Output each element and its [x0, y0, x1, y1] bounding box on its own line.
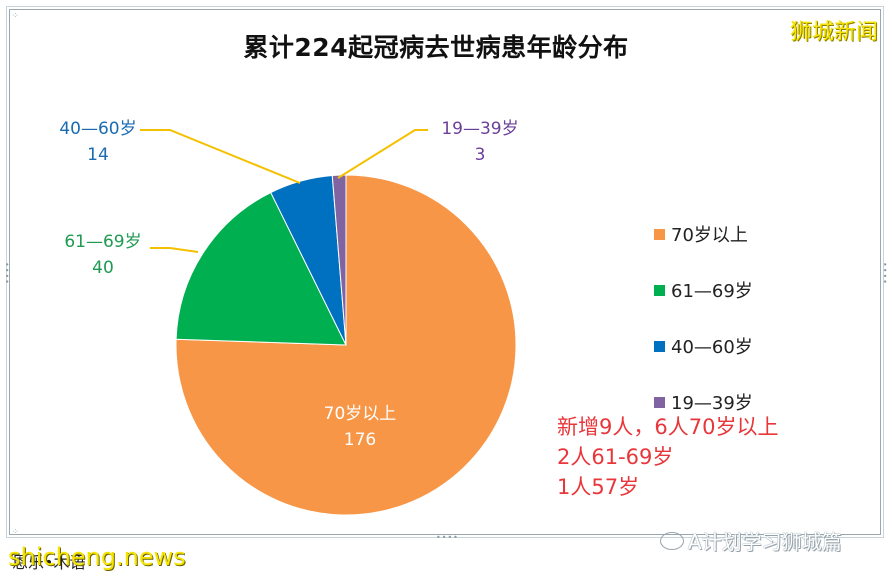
data-label-name: 61—69岁: [64, 232, 142, 252]
legend-label: 40—60岁: [671, 337, 753, 358]
leader-line-40-60: [140, 129, 301, 184]
chart-title: 累计224起冠病去世病患年龄分布: [243, 33, 629, 62]
data-label-19-39: 19—39岁 3: [430, 116, 530, 168]
data-label-value: 176: [343, 430, 377, 450]
note-line: 新增9人，6人70岁以上: [557, 415, 779, 439]
note-line: 2人61-69岁: [557, 445, 674, 469]
legend-label: 19—39岁: [671, 393, 753, 414]
pie-slice-61-69[interactable]: [175, 191, 347, 346]
data-label-70-plus: 70岁以上 176: [305, 401, 415, 453]
brand-watermark: 狮城新闻: [789, 20, 878, 45]
site-watermark: shicheng.news: [8, 543, 186, 571]
data-label-name: 19—39岁: [441, 119, 519, 139]
data-label-name: 70岁以上: [323, 404, 397, 424]
resize-handle-right[interactable]: ••••: [880, 262, 889, 285]
legend-item-61-69[interactable]: 61—69岁: [654, 262, 753, 318]
note-line: 1人57岁: [557, 475, 640, 499]
data-label-value: 40: [92, 258, 114, 278]
resize-handle-bottom-left[interactable]: ⁘: [12, 527, 20, 536]
legend-item-70-plus[interactable]: 70岁以上: [654, 206, 753, 262]
data-label-value: 3: [474, 145, 486, 165]
chart-frame-outer: [6, 6, 884, 538]
legend-swatch-green: [654, 284, 665, 296]
leader-line-61-69: [150, 247, 199, 253]
data-label-61-69: 61—69岁 40: [53, 229, 153, 281]
legend-label: 70岁以上: [671, 225, 748, 246]
data-label-value: 14: [87, 145, 109, 165]
legend-swatch-purple: [654, 396, 665, 408]
leader-line-19-39: [337, 129, 428, 179]
pie-slice-19-39[interactable]: [331, 174, 347, 346]
data-label-40-60: 40—60岁 14: [48, 116, 148, 168]
resize-handle-left[interactable]: ••••: [2, 262, 11, 285]
annotation-note: 新增9人，6人70岁以上 2人61-69岁 1人57岁: [557, 412, 778, 502]
wechat-icon: [660, 531, 684, 550]
resize-handle-top-left[interactable]: ⁘: [12, 11, 20, 20]
legend-item-40-60[interactable]: 40—60岁: [654, 318, 753, 374]
resize-handle-bottom[interactable]: ••••: [436, 533, 459, 542]
chart-legend: 70岁以上 61—69岁 40—60岁 19—39岁: [654, 206, 753, 430]
legend-item-19-39[interactable]: 19—39岁: [654, 374, 753, 430]
legend-swatch-blue: [654, 340, 665, 352]
site-underlay-text: 恩乐•木语: [12, 553, 86, 572]
wechat-watermark: A计划学习狮城篇: [660, 526, 842, 555]
wechat-account-name: A计划学习狮城篇: [688, 530, 842, 554]
legend-swatch-orange: [654, 228, 665, 240]
legend-label: 61—69岁: [671, 281, 753, 302]
data-label-name: 40—60岁: [59, 119, 137, 139]
